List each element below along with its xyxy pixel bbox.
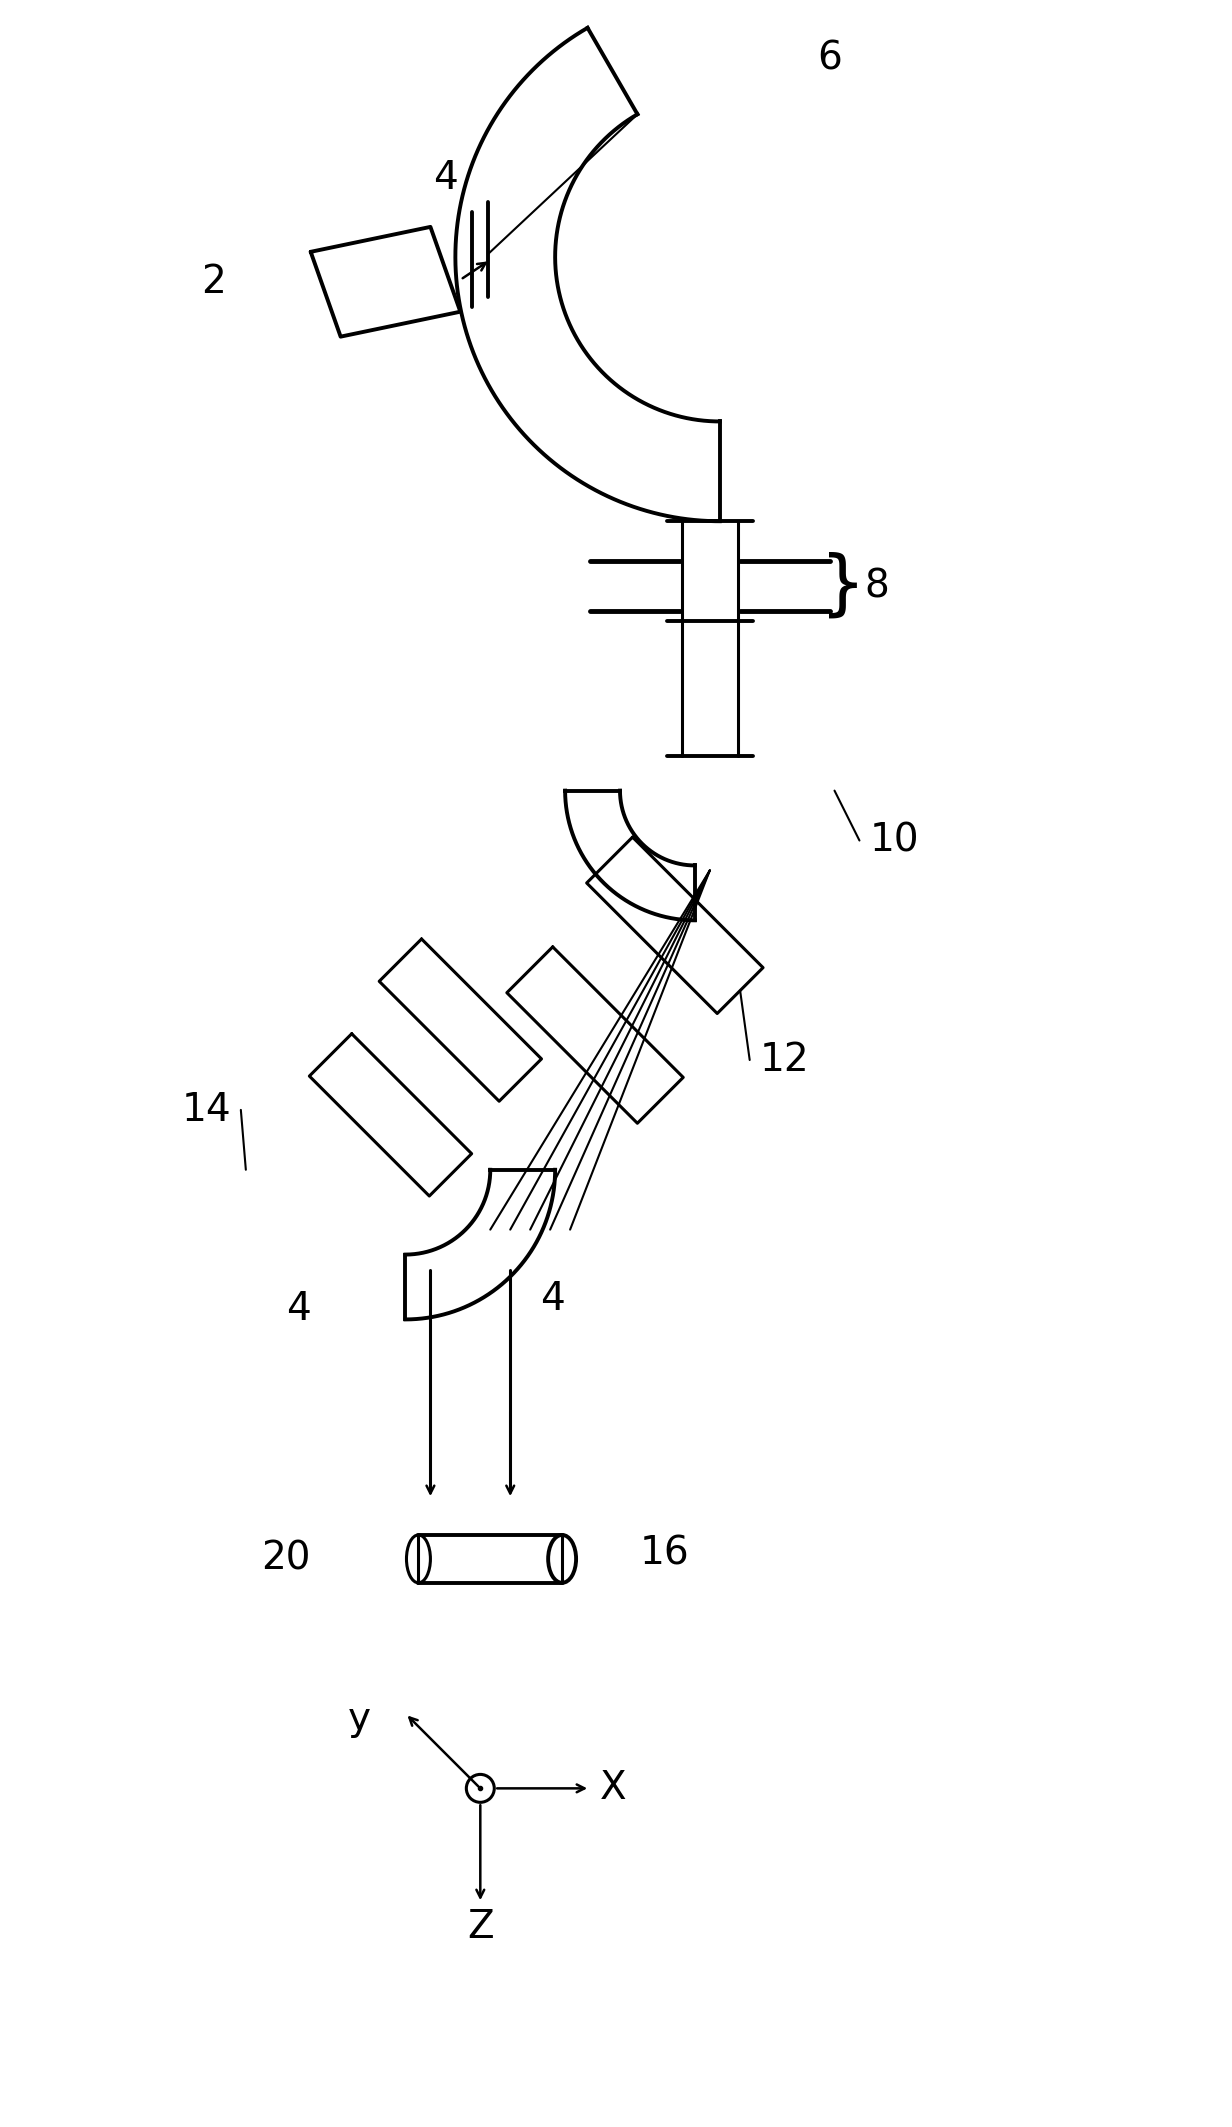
Text: 20: 20: [261, 1540, 310, 1578]
Text: 8: 8: [865, 568, 890, 604]
Text: 6: 6: [817, 38, 841, 77]
Text: Z: Z: [467, 1908, 494, 1946]
Text: X: X: [600, 1770, 627, 1808]
Text: 14: 14: [181, 1091, 230, 1129]
Text: 16: 16: [639, 1536, 690, 1572]
Text: 12: 12: [760, 1040, 809, 1078]
Text: 4: 4: [540, 1280, 565, 1319]
Text: 4: 4: [432, 160, 458, 198]
Text: 10: 10: [870, 821, 919, 859]
Text: y: y: [347, 1699, 371, 1738]
Text: 2: 2: [201, 264, 225, 300]
Text: }: }: [819, 551, 865, 621]
Text: 4: 4: [286, 1291, 310, 1329]
